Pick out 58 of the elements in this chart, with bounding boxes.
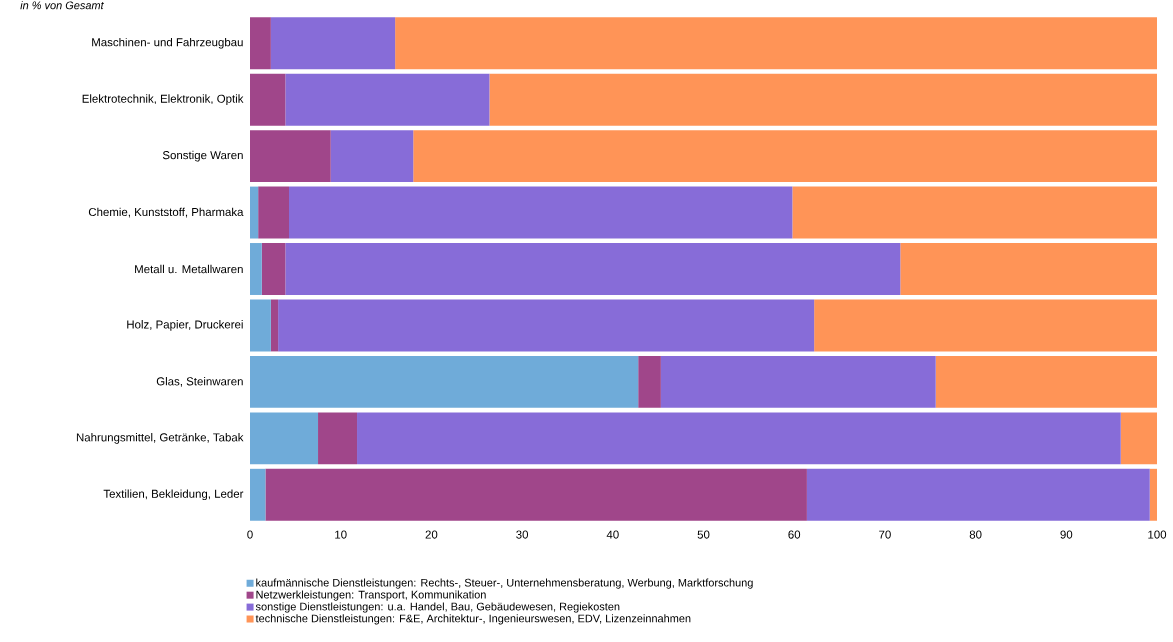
bar	[318, 412, 358, 465]
bar	[261, 243, 286, 295]
legend-label: technische Dienstleistungen: F&E, Architektur-, Ingenieurswesen, EDV, Lizenzeinnahmen	[255, 614, 691, 625]
y-tick-label: Holz, Papier, Druckerei	[127, 320, 243, 331]
bar	[270, 17, 396, 70]
x-tick-label: 60	[788, 530, 801, 539]
y-tick-label: Metall u. Metallwaren	[135, 264, 243, 274]
bar	[278, 299, 815, 352]
bar	[814, 299, 1158, 352]
bar	[395, 17, 1158, 70]
x-tick-label: 20	[425, 530, 438, 539]
bar	[289, 186, 793, 239]
bar	[900, 243, 1158, 295]
bar	[250, 355, 639, 408]
y-tick-label: Maschinen- und Fahrzeugbau	[92, 37, 243, 49]
legend-label: sonstige Dienstleistungen: u.a. Handel, Bau, Gebäudewesen, Regiekosten	[255, 602, 620, 613]
x-tick-label: 90	[1060, 530, 1073, 539]
legend-label: kaufmännische Dienstleistungen: Rechts-, Steuer-, Unternehmensberatung, Werbung, Marktforschung	[256, 578, 753, 589]
bar	[357, 412, 1121, 465]
bar	[285, 243, 901, 295]
bar	[250, 468, 266, 521]
bar	[413, 130, 1158, 183]
x-tick-label: 80	[969, 530, 982, 539]
y-tick-label: Elektrotechnik, Elektronik, Optik	[82, 94, 244, 106]
x-tick-label: 100	[1148, 530, 1167, 539]
y-tick-label: Chemie, Kunststoff, Pharmaka	[88, 207, 244, 218]
y-tick-label: Glas, Steinwaren	[156, 377, 243, 387]
bar	[1120, 412, 1158, 465]
text: in % von Gesamt	[20, 1, 105, 10]
x-tick-label: 10	[335, 530, 347, 539]
y-tick-label: Textilien, Bekleidung, Leder	[103, 489, 244, 501]
bar	[250, 186, 259, 239]
bar	[330, 130, 414, 183]
bar	[250, 243, 262, 295]
bar	[250, 299, 271, 352]
x-tick-label: 70	[879, 530, 891, 539]
bar	[250, 412, 319, 465]
bar	[660, 355, 936, 408]
x-tick-label: 0	[247, 530, 253, 539]
bar	[285, 73, 490, 126]
bar	[250, 73, 286, 126]
bar	[489, 73, 1158, 126]
legend-label: Netzwerkleistungen: Transport, Kommunikation	[256, 590, 486, 601]
bar	[935, 355, 1158, 408]
x-tick-label: 40	[606, 530, 619, 539]
y-tick-label: Nahrungsmittel, Getränke, Tabak	[76, 433, 244, 444]
x-tick-label: 30	[516, 530, 529, 539]
bar	[792, 186, 1158, 239]
bar	[265, 468, 807, 521]
bar	[250, 17, 271, 70]
bar	[270, 299, 279, 352]
bar	[250, 130, 331, 183]
bar	[806, 468, 1150, 521]
x-tick-label: 50	[697, 530, 710, 539]
y-tick-label: Sonstige Waren	[162, 150, 243, 162]
bar	[258, 186, 289, 239]
bar	[638, 355, 661, 408]
bar	[1149, 468, 1158, 521]
